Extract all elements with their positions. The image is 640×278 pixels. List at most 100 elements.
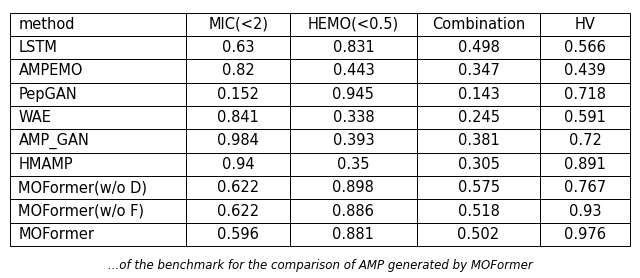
Bar: [186, 83, 290, 106]
Text: 0.831: 0.831: [333, 40, 374, 55]
Bar: [540, 129, 630, 153]
Bar: [290, 199, 417, 223]
Bar: [186, 129, 290, 153]
Bar: [290, 176, 417, 199]
Bar: [417, 153, 540, 176]
Text: 0.622: 0.622: [217, 203, 259, 219]
Text: 0.143: 0.143: [458, 87, 499, 102]
Text: 0.94: 0.94: [222, 157, 255, 172]
Bar: [186, 199, 290, 223]
Bar: [290, 13, 417, 36]
Text: MOFormer(w/o F): MOFormer(w/o F): [19, 203, 145, 219]
Text: 0.347: 0.347: [458, 63, 499, 78]
Bar: [540, 153, 630, 176]
Text: 0.945: 0.945: [332, 87, 374, 102]
Bar: [10, 223, 186, 246]
Bar: [290, 153, 417, 176]
Bar: [417, 106, 540, 129]
Text: 0.622: 0.622: [217, 180, 259, 195]
Text: 0.886: 0.886: [332, 203, 374, 219]
Text: 0.891: 0.891: [564, 157, 606, 172]
Text: MOFormer: MOFormer: [19, 227, 95, 242]
Bar: [290, 223, 417, 246]
Text: PepGAN: PepGAN: [19, 87, 77, 102]
Bar: [10, 129, 186, 153]
Text: 0.93: 0.93: [569, 203, 602, 219]
Bar: [290, 59, 417, 83]
Text: 0.518: 0.518: [458, 203, 499, 219]
Bar: [417, 199, 540, 223]
Text: 0.566: 0.566: [564, 40, 606, 55]
Text: WAE: WAE: [19, 110, 51, 125]
Bar: [540, 13, 630, 36]
Bar: [417, 36, 540, 59]
Text: LSTM: LSTM: [19, 40, 58, 55]
Text: Combination: Combination: [432, 17, 525, 32]
Text: 0.305: 0.305: [458, 157, 499, 172]
Text: 0.498: 0.498: [458, 40, 499, 55]
Text: HMAMP: HMAMP: [19, 157, 73, 172]
Text: 0.596: 0.596: [218, 227, 259, 242]
Text: AMPEMO: AMPEMO: [19, 63, 83, 78]
Bar: [417, 223, 540, 246]
Text: 0.591: 0.591: [564, 110, 606, 125]
Text: 0.152: 0.152: [217, 87, 259, 102]
Bar: [290, 83, 417, 106]
Text: 0.82: 0.82: [222, 63, 255, 78]
Bar: [186, 36, 290, 59]
Text: ...of the benchmark for the comparison of AMP generated by MOFormer: ...of the benchmark for the comparison o…: [108, 259, 532, 272]
Bar: [540, 199, 630, 223]
Text: HV: HV: [575, 17, 596, 32]
Text: 0.502: 0.502: [458, 227, 500, 242]
Bar: [540, 36, 630, 59]
Bar: [10, 199, 186, 223]
Text: MIC(<2): MIC(<2): [208, 17, 268, 32]
Text: method: method: [19, 17, 75, 32]
Bar: [417, 13, 540, 36]
Bar: [186, 153, 290, 176]
Text: 0.443: 0.443: [333, 63, 374, 78]
Text: 0.984: 0.984: [218, 133, 259, 148]
Bar: [186, 106, 290, 129]
Text: 0.393: 0.393: [333, 133, 374, 148]
Bar: [417, 83, 540, 106]
Bar: [540, 176, 630, 199]
Bar: [10, 83, 186, 106]
Text: 0.245: 0.245: [458, 110, 500, 125]
Bar: [540, 83, 630, 106]
Bar: [10, 153, 186, 176]
Text: MOFormer(w/o D): MOFormer(w/o D): [19, 180, 147, 195]
Bar: [417, 59, 540, 83]
Text: HEMO(<0.5): HEMO(<0.5): [308, 17, 399, 32]
Text: 0.63: 0.63: [222, 40, 255, 55]
Text: 0.381: 0.381: [458, 133, 499, 148]
Bar: [417, 176, 540, 199]
Text: 0.575: 0.575: [458, 180, 500, 195]
Text: 0.767: 0.767: [564, 180, 607, 195]
Bar: [10, 13, 186, 36]
Bar: [10, 176, 186, 199]
Bar: [417, 129, 540, 153]
Text: AMP_GAN: AMP_GAN: [19, 133, 90, 149]
Text: 0.881: 0.881: [332, 227, 374, 242]
Text: 0.898: 0.898: [332, 180, 374, 195]
Text: 0.718: 0.718: [564, 87, 606, 102]
Text: 0.338: 0.338: [333, 110, 374, 125]
Bar: [540, 223, 630, 246]
Bar: [290, 36, 417, 59]
Text: 0.439: 0.439: [564, 63, 606, 78]
Bar: [290, 106, 417, 129]
Bar: [540, 106, 630, 129]
Bar: [186, 223, 290, 246]
Bar: [186, 13, 290, 36]
Bar: [10, 106, 186, 129]
Text: 0.841: 0.841: [218, 110, 259, 125]
Text: 0.35: 0.35: [337, 157, 370, 172]
Bar: [10, 36, 186, 59]
Bar: [540, 59, 630, 83]
Bar: [186, 176, 290, 199]
Text: 0.976: 0.976: [564, 227, 606, 242]
Bar: [186, 59, 290, 83]
Bar: [10, 59, 186, 83]
Bar: [290, 129, 417, 153]
